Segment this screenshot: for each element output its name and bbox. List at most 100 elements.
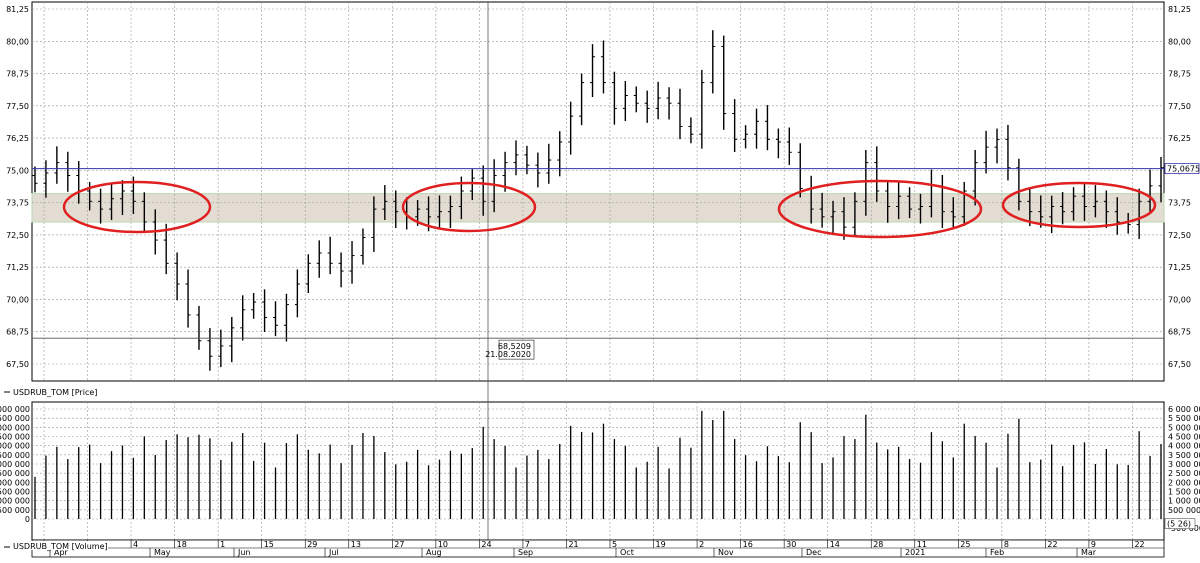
price-tick-label-left: 72,50 (6, 231, 29, 240)
price-tick-label-right: 71,25 (1168, 263, 1191, 272)
volume-tick-label-left: 0 (25, 515, 30, 524)
highlight-ellipse (1001, 181, 1157, 229)
month-label: Sep (518, 548, 533, 557)
price-tick-label-right: 72,50 (1168, 231, 1191, 240)
volume-series-label: USDRUB_TOM [Volume] (13, 542, 108, 551)
volume-tick-label-left: 5 000 000 (0, 423, 30, 432)
day-tick-label: 16 (743, 540, 753, 549)
price-tick-label-right: 70,00 (1168, 295, 1191, 304)
volume-tick-label-right: 1 500 000 (1168, 488, 1200, 497)
volume-tick-label-left: 5 500 000 (0, 414, 30, 423)
day-tick-label: 25 (960, 540, 970, 549)
day-tick-label: 1 (220, 540, 225, 549)
price-tick-label-right: 81,25 (1168, 5, 1191, 14)
volume-tick-label-right: 3 500 000 (1168, 451, 1200, 460)
day-tick-label: 15 (264, 540, 274, 549)
day-tick-label: 9 (1091, 540, 1096, 549)
volume-tick-label-left: 500 000 (0, 506, 30, 515)
price-panel-frame (31, 1, 1165, 382)
volume-tick-label-left: 3 500 000 (0, 451, 30, 460)
day-tick-label: 11 (917, 540, 927, 549)
day-tick-label: 2 (699, 540, 704, 549)
crosshair-date-label: 21.08.2020 (485, 350, 531, 359)
price-tick-label-right: 76,25 (1168, 134, 1191, 143)
month-label: Nov (718, 548, 734, 557)
price-tick-label-right: 68,75 (1168, 328, 1191, 337)
day-tick-label: 22 (1134, 540, 1144, 549)
volume-tick-label-left: 4 000 000 (0, 442, 30, 451)
highlight-ellipse (777, 179, 983, 239)
price-tick-label-right: 78,75 (1168, 70, 1191, 79)
month-label: Jun (237, 548, 251, 557)
day-tick-label: 13 (351, 540, 361, 549)
volume-tick-label-left: 3 000 000 (0, 460, 30, 469)
day-tick-label: 8 (1004, 540, 1009, 549)
day-tick-label: 19 (656, 540, 666, 549)
month-label: 2021 (905, 548, 925, 557)
price-tick-label-left: 76,25 (6, 134, 29, 143)
price-tick-label-left: 77,50 (6, 102, 29, 111)
crosshair-label-box (498, 339, 535, 360)
month-label: Oct (620, 548, 634, 557)
current-price-label-box (1164, 163, 1200, 175)
volume-tick-label-left: 6 000 000 (0, 405, 30, 414)
month-label: Feb (990, 548, 1004, 557)
price-tick-label-left: 67,50 (6, 360, 29, 369)
crosshair-value-label: 68,5209 (498, 342, 531, 351)
volume-tick-label-right: 2 500 000 (1168, 469, 1200, 478)
day-tick-label: 5 (612, 540, 617, 549)
month-label: Mar (1081, 548, 1097, 557)
day-tick-label: 14 (830, 540, 840, 549)
price-tick-label-right: 67,50 (1168, 360, 1191, 369)
month-label: Aug (426, 548, 442, 557)
day-tick-label: 22 (1047, 540, 1057, 549)
volume-tick-label-right: 4 500 000 (1168, 433, 1200, 442)
volume-tick-label-left: 1 500 000 (0, 488, 30, 497)
current-price-label: 75,0675 (1167, 165, 1200, 174)
volume-series-label-bg (12, 541, 108, 550)
volume-tick-label-right: 6 000 000 (1168, 405, 1200, 414)
day-tick-label: 28 (873, 540, 883, 549)
day-tick-label: 24 (481, 540, 491, 549)
day-tick-label: 21 (568, 540, 578, 549)
volume-tick-label-right: 4 000 000 (1168, 442, 1200, 451)
price-tick-label-left: 73,75 (6, 199, 29, 208)
price-tick-label-left: 81,25 (6, 5, 29, 14)
day-tick-label: 30 (786, 540, 796, 549)
price-tick-label-left: 68,75 (6, 328, 29, 337)
price-tick-label-right: 80,00 (1168, 37, 1191, 46)
price-tick-label-left: 70,00 (6, 295, 29, 304)
month-label: May (154, 548, 171, 557)
volume-tick-label-right: 3 000 000 (1168, 460, 1200, 469)
volume-tick-label-right: 5 000 000 (1168, 423, 1200, 432)
price-tick-label-right: 77,50 (1168, 102, 1191, 111)
month-label: Dec (806, 548, 821, 557)
price-tick-label-left: 80,00 (6, 37, 29, 46)
day-tick-label: 10 (438, 540, 448, 549)
day-tick-label: 18 (177, 540, 187, 549)
day-tick-label: 29 (307, 540, 317, 549)
price-tick-label-right: 73,75 (1168, 199, 1191, 208)
volume-tick-label-left: 1 000 000 (0, 497, 30, 506)
day-tick-label: 7 (525, 540, 530, 549)
month-label: Jul (328, 548, 339, 557)
price-tick-label-left: 78,75 (6, 70, 29, 79)
volume-tick-label-right: 1 000 000 (1168, 497, 1200, 506)
volume-tick-label-left: 4 500 000 (0, 433, 30, 442)
volume-tick-label-left: 2 000 000 (0, 478, 30, 487)
day-tick-label: 4 (133, 540, 138, 549)
highlight-ellipse (401, 181, 537, 233)
month-label: Apr (54, 548, 69, 557)
volume-tick-label-right: 5 500 000 (1168, 414, 1200, 423)
volume-tick-label-right: 500 000 (1168, 506, 1200, 515)
volume-tick-label-right: 2 000 000 (1168, 478, 1200, 487)
volume-last-value-label: (5 26) (1167, 520, 1191, 529)
price-series-label: USDRUB_TOM [Price] (13, 388, 97, 397)
volume-tick-label-left: 2 500 000 (0, 469, 30, 478)
price-tick-label-left: 71,25 (6, 263, 29, 272)
highlight-ellipse (62, 180, 212, 234)
day-tick-label: 27 (394, 540, 404, 549)
volume-last-label-box (1164, 518, 1196, 529)
